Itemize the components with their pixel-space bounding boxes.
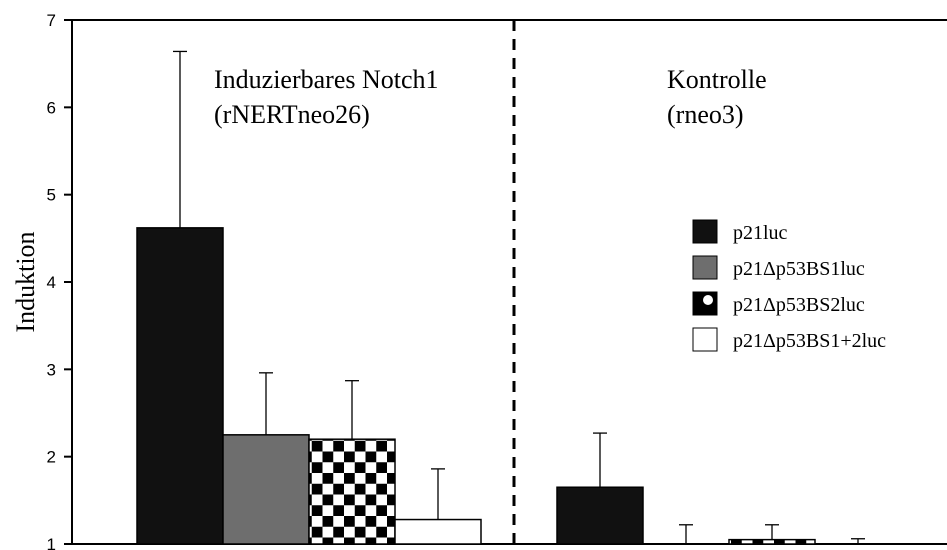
y-tick-label: 4 [47,273,56,292]
bar-kontrolle-series-1 [556,486,644,545]
y-tick-label: 3 [47,360,56,379]
bar-notch1-series-3 [308,438,396,545]
y-tick-label: 1 [47,535,56,550]
bar-notch1-series-2 [222,434,310,545]
legend-swatch [692,327,718,352]
legend-item-p21luc: p21luc [692,219,788,244]
legend-item-p21dp53bs12luc: p21Δp53BS1+2luc [692,327,886,352]
legend-label: p21luc [733,222,788,244]
y-axis-title: Induktion [11,231,40,332]
error-bars [173,50,865,544]
y-tick-label: 5 [47,186,56,205]
group-label-line1: Kontrolle [667,65,767,94]
legend-label: p21Δp53BS2luc [733,294,865,316]
legend-swatch [692,291,718,316]
group-label-notch1: Induzierbares Notch1 (rNERTneo26) [214,65,439,129]
group-label-line2: (rNERTneo26) [214,100,370,129]
legend-label: p21Δp53BS1luc [733,258,865,280]
bar-notch1-series-1 [136,227,224,545]
bar-notch1-series-4 [394,518,482,545]
legend-item-p21dp53bs2luc: p21Δp53BS2luc [692,291,865,316]
y-tick-label: 7 [47,11,56,30]
group-label-line1: Induzierbares Notch1 [214,65,439,94]
group-label-kontrolle: Kontrolle (rneo3) [667,65,767,129]
legend-item-p21dp53bs1luc: p21Δp53BS1luc [692,255,865,280]
legend: p21luc p21Δp53BS1luc p21Δp53BS2luc p21Δp… [692,219,886,352]
y-ticks: 1 2 3 4 5 6 7 [47,11,72,550]
group-label-line2: (rneo3) [667,100,744,129]
y-tick-label: 2 [47,448,56,467]
y-tick-label: 6 [47,98,56,117]
legend-swatch [692,219,718,244]
legend-swatch [692,255,718,280]
bar-kontrolle-series-3 [728,538,816,545]
legend-label: p21Δp53BS1+2luc [733,330,886,352]
